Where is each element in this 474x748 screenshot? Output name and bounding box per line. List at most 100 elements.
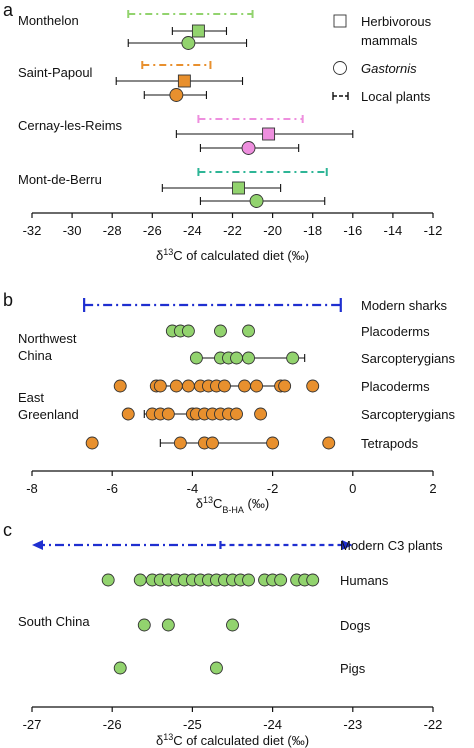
panel-0-x-tick-label-7: -18 (303, 223, 322, 238)
group-label-1-line-1: Greenland (18, 407, 79, 422)
site-3-herbivores-mean (232, 181, 245, 195)
panel-0-x-tick-label-5: -22 (223, 223, 242, 238)
row-0-point-3 (214, 324, 227, 338)
legend-herbivores-symbol (333, 14, 347, 28)
panel-2-x-tick-label-5: -22 (424, 717, 443, 732)
c-row-0-point-20 (306, 573, 320, 587)
panel-2-x-tick-label-2: -25 (183, 717, 202, 732)
row-2-point-9 (238, 379, 251, 393)
c-row-1-point-1 (161, 618, 175, 632)
c-row-2-point-1 (210, 661, 223, 675)
c-row-0-point-17 (274, 573, 288, 587)
panel-c-chart: -27 -26 -25 -24 -23 -22 δ13C of calculated die… (18, 538, 443, 748)
panel-0-x-tick-label-10: -12 (424, 223, 443, 238)
panel-0-x-axis-label: δ13C of calculated diet (‰) (156, 247, 309, 263)
c3-plants-label: Modern C3 plants (340, 538, 443, 553)
panel-a-letter: a (3, 0, 14, 20)
panel-2-x-axis-label: δ13C of calculated diet (‰) (156, 732, 309, 748)
panel-0-x-tick-label-9: -14 (384, 223, 403, 238)
panel-1-x-tick-label-5: 2 (429, 481, 436, 496)
panel-1-x-tick-label-2: -4 (187, 481, 199, 496)
row-4-point-0 (85, 436, 99, 450)
site-2-gastornis-mean (241, 141, 256, 155)
row-1-point-5 (286, 351, 300, 365)
c-row-0-point-1 (133, 573, 147, 587)
panel-b-letter: b (3, 290, 13, 310)
legend-gastornis-label: Gastornis (361, 61, 417, 76)
c-row-1-point-0 (137, 618, 151, 632)
row-1-point-4 (242, 351, 255, 365)
legend-herbivores-label-line2: mammals (361, 33, 418, 48)
panel-c-letter: c (3, 520, 12, 540)
row-label-3: Sarcopterygians (361, 407, 455, 422)
panel-0-x-tick-label-4: -24 (183, 223, 202, 238)
c-row-label-1: Dogs (340, 618, 371, 633)
c-row-2-point-0 (113, 661, 127, 675)
row-4-point-5 (322, 436, 336, 450)
row-2-point-0 (113, 379, 127, 393)
row-2-point-10 (250, 379, 264, 393)
row-label-0: Placoderms (361, 324, 430, 339)
c-row-1-point-2 (226, 618, 239, 632)
panel-0-x-tick-label-2: -28 (103, 223, 122, 238)
row-4-point-1 (173, 436, 187, 450)
site-label-0: Monthelon (18, 13, 79, 28)
legend-plants-label: Local plants (361, 89, 431, 104)
panel-2-x-tick-label-4: -23 (343, 717, 362, 732)
group-label-0-line-1: China (18, 348, 53, 363)
site-1-gastornis-mean (169, 88, 184, 102)
site-0-gastornis-mean (181, 36, 196, 50)
site-label-1: Saint-Papoul (18, 65, 93, 80)
row-label-1: Sarcopterygians (361, 351, 455, 366)
site-label-2: Cernay-les-Reims (18, 118, 123, 133)
row-3-point-0 (121, 407, 135, 421)
site-2-herbivores-mean (262, 127, 276, 141)
sharks-label: Modern sharks (361, 298, 447, 313)
row-2-point-4 (181, 379, 195, 393)
c-row-0-point-0 (101, 573, 115, 587)
panel-1-x-tick-label-0: -8 (26, 481, 38, 496)
panel-b-chart: -8 -6 -4 -2 0 2 δ13CB-HA (‰) Modern sharks North… (18, 298, 455, 515)
panel-0-x-tick-label-3: -26 (143, 223, 162, 238)
row-3-point-11 (254, 407, 268, 421)
row-2-point-3 (169, 379, 183, 393)
row-4-point-3 (205, 436, 219, 450)
panel-0-x-tick-label-1: -30 (63, 223, 82, 238)
row-label-2: Placoderms (361, 379, 430, 394)
panel-2-x-tick-label-3: -24 (263, 717, 282, 732)
row-2-point-13 (306, 379, 320, 393)
panel-1-x-axis-label: δ13CB-HA (‰) (196, 495, 269, 515)
row-3-point-10 (230, 407, 243, 421)
row-2-point-12 (278, 379, 292, 393)
panel-1-x-tick-label-1: -6 (106, 481, 118, 496)
group-label-0-line-0: Northwest (18, 331, 77, 346)
panel-0-x-tick-label-6: -20 (263, 223, 282, 238)
site-0-herbivores-mean (191, 24, 205, 38)
panel-0-x-tick-label-8: -16 (343, 223, 362, 238)
site-label-3: Mont-de-Berru (18, 172, 102, 187)
row-0-point-2 (181, 324, 195, 338)
panel-2-x-tick-label-0: -27 (23, 717, 42, 732)
panel-a-chart: -32 -30 -28 -26 -24 -22 -20 -18 -16 -14 -12 δ13C of… (18, 10, 442, 263)
site-1-herbivores-mean (177, 74, 191, 88)
row-4-point-4 (266, 436, 280, 450)
row-0-point-4 (242, 324, 255, 338)
row-label-4: Tetrapods (361, 436, 419, 451)
panel-1-x-tick-label-3: -2 (267, 481, 279, 496)
site-3-gastornis-mean (249, 194, 264, 208)
row-2-point-8 (218, 379, 231, 393)
group-label-1-line-0: East (18, 390, 44, 405)
c-row-0-point-14 (242, 573, 255, 587)
row-1-point-0 (189, 351, 203, 365)
row-3-point-3 (161, 407, 175, 421)
panel-1-x-tick-label-4: 0 (349, 481, 356, 496)
legend-gastornis-symbol (333, 61, 347, 75)
panel-2-x-tick-label-1: -26 (103, 717, 122, 732)
c3-plants-arrow-left (32, 540, 43, 550)
c3-plants-arrow-right (341, 540, 353, 550)
legend-herbivores-label: Herbivorous (361, 14, 432, 29)
row-1-point-3 (230, 351, 243, 365)
panel-0-x-tick-label-0: -32 (23, 223, 42, 238)
row-2-point-2 (153, 379, 167, 393)
